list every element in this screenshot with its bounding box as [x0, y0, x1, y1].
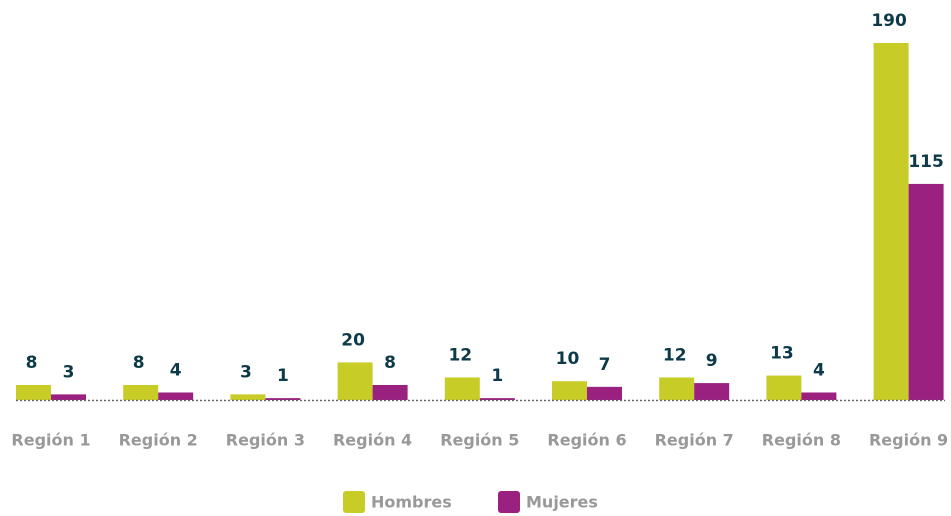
- value-label: 8: [26, 353, 38, 373]
- value-label: 1: [277, 366, 289, 386]
- bar: [552, 381, 587, 400]
- value-label: 13: [770, 344, 794, 364]
- value-label: 12: [663, 345, 687, 365]
- bar: [873, 43, 909, 400]
- value-label: 8: [384, 353, 396, 373]
- x-tick-label: Región 2: [119, 431, 198, 450]
- value-label: 1: [491, 366, 503, 386]
- value-label: 3: [63, 362, 75, 382]
- bar: [265, 398, 301, 400]
- bar: [230, 394, 266, 400]
- value-label: 10: [556, 349, 580, 369]
- bar: [123, 384, 159, 400]
- x-tick-label: Región 7: [655, 431, 734, 450]
- bar: [337, 362, 373, 400]
- x-tick-label: Región 1: [11, 431, 90, 450]
- legend-swatch: [343, 491, 365, 513]
- legend-label: Mujeres: [526, 493, 598, 512]
- bar: [766, 375, 802, 400]
- bar: [372, 384, 408, 400]
- x-tick-label: Región 6: [547, 431, 626, 450]
- legend-label: Hombres: [371, 493, 452, 512]
- bar: [16, 384, 51, 400]
- value-label: 115: [908, 152, 944, 172]
- value-label: 20: [341, 330, 365, 350]
- bar: [587, 386, 622, 400]
- bar: [908, 183, 944, 400]
- bar: [801, 392, 837, 400]
- bar: [158, 392, 194, 400]
- bar: [444, 377, 480, 400]
- x-tick-label: Región 8: [762, 431, 841, 450]
- bar: [479, 398, 515, 400]
- x-tick-label: Región 9: [869, 431, 948, 450]
- legend-swatch: [498, 491, 520, 513]
- value-label: 190: [871, 11, 907, 31]
- bar: [659, 377, 695, 400]
- value-label: 12: [448, 345, 472, 365]
- x-tick-label: Región 4: [333, 431, 412, 450]
- value-label: 9: [706, 351, 718, 371]
- value-label: 4: [813, 360, 825, 380]
- value-label: 3: [240, 362, 252, 382]
- bar: [694, 383, 730, 400]
- bar: [51, 394, 86, 400]
- x-tick-label: Región 5: [440, 431, 519, 450]
- value-label: 8: [133, 353, 145, 373]
- x-tick-label: Región 3: [226, 431, 305, 450]
- value-label: 4: [170, 360, 182, 380]
- value-label: 7: [599, 355, 611, 375]
